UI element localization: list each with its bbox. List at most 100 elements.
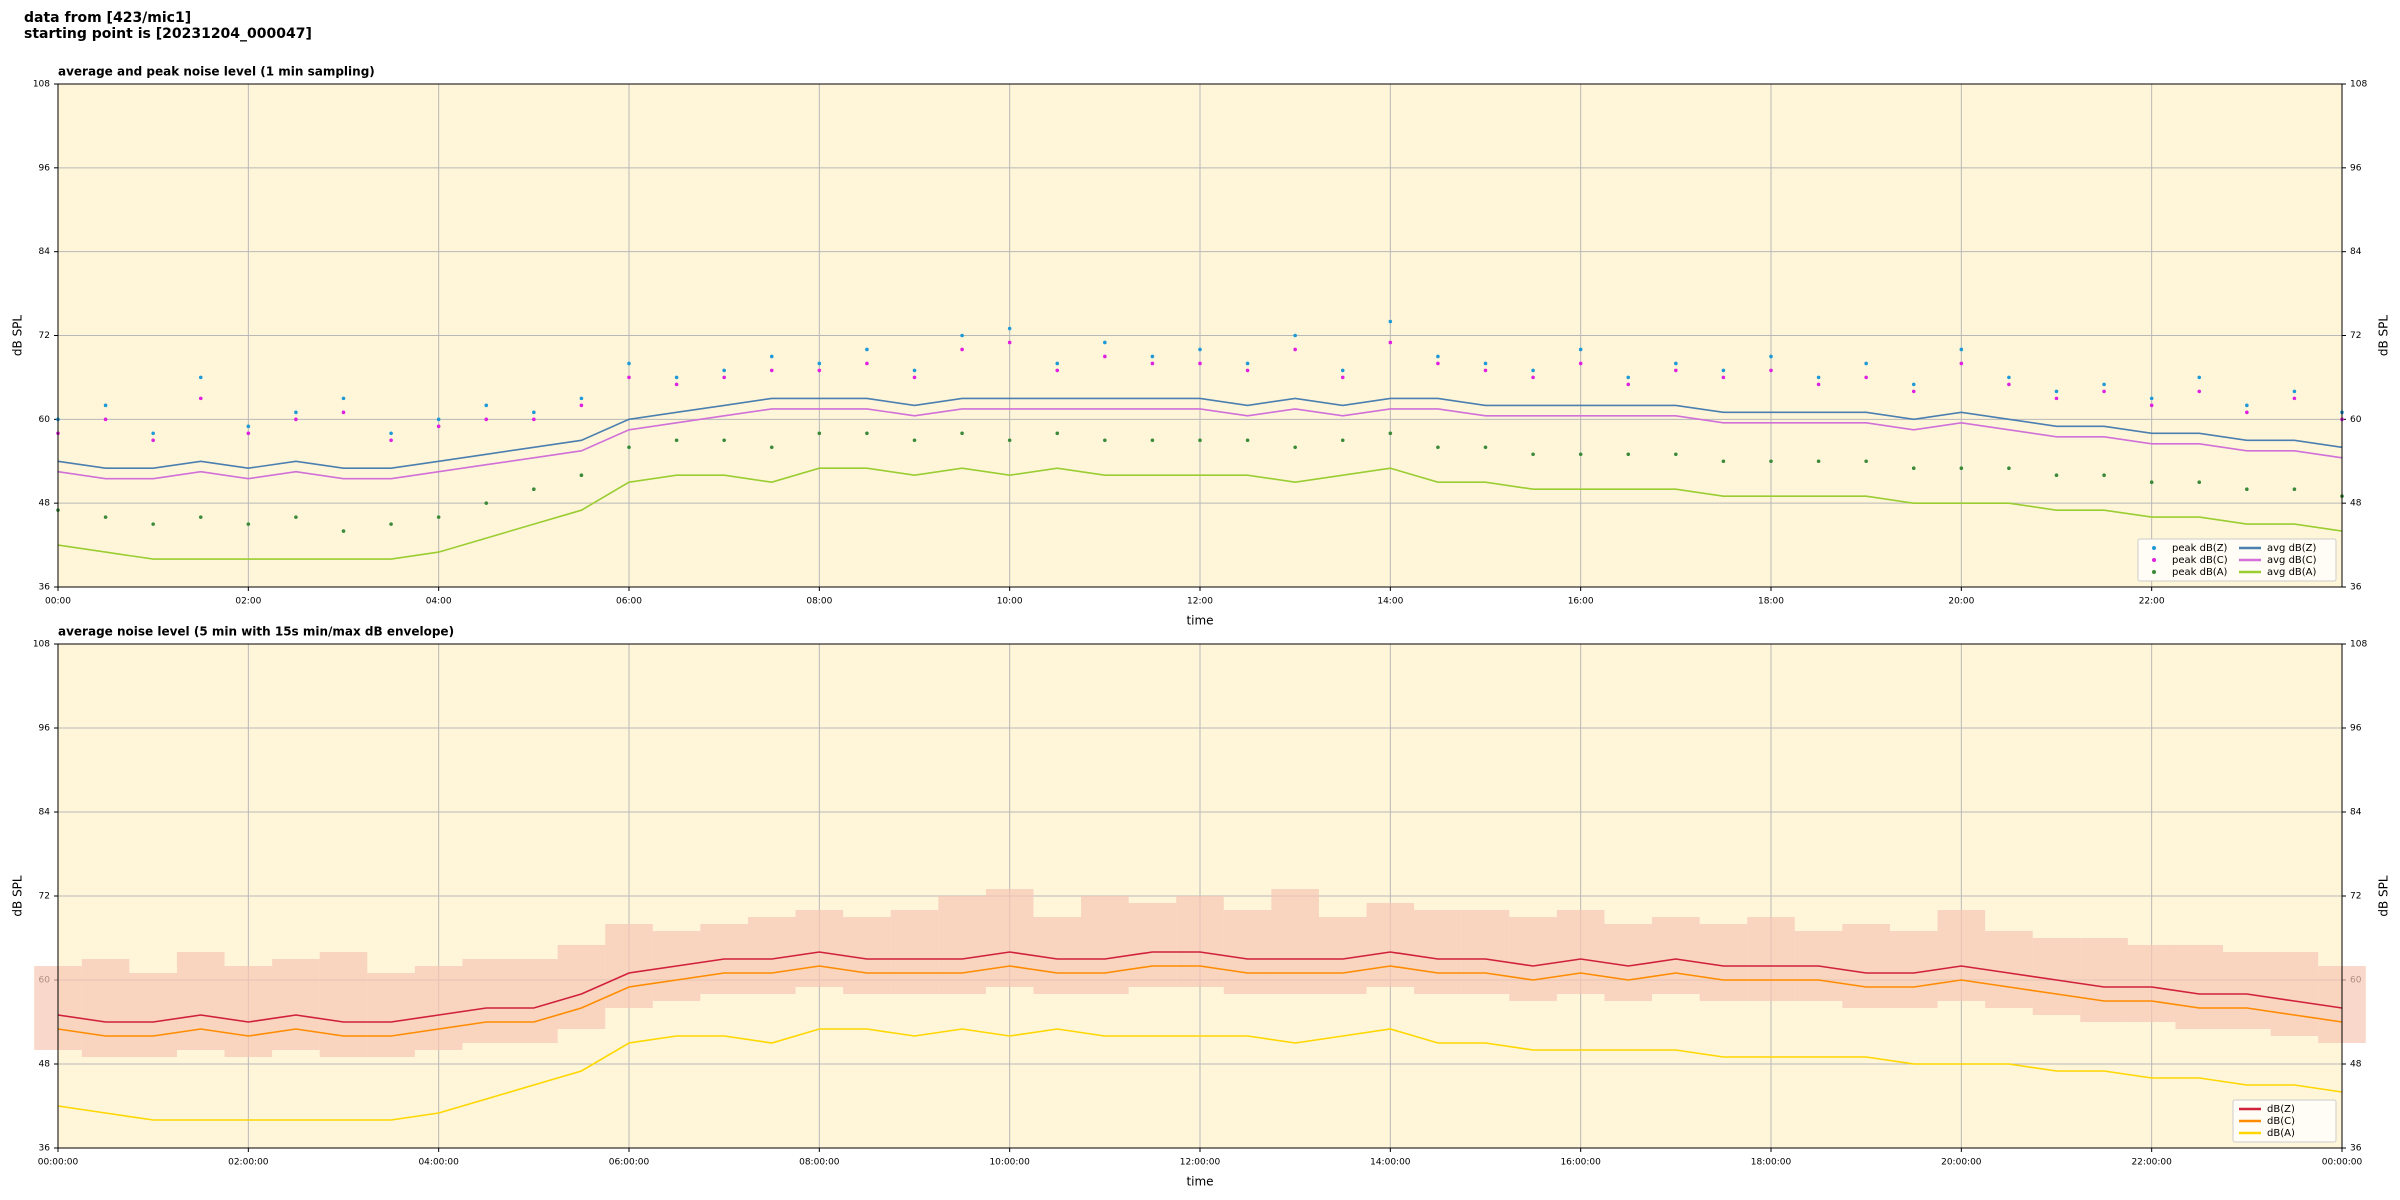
x-tick-label: 18:00 bbox=[1758, 597, 1784, 607]
peak-dot bbox=[2245, 410, 2249, 415]
peak-dot bbox=[817, 361, 822, 366]
peak-dot bbox=[1388, 319, 1393, 324]
y-tick-label: 36 bbox=[2350, 583, 2362, 593]
x-tick-label: 06:00 bbox=[616, 597, 642, 607]
y-tick-label: 48 bbox=[2350, 499, 2362, 509]
peak-dot bbox=[1959, 466, 1964, 471]
peak-dot bbox=[1578, 452, 1583, 457]
peak-dot bbox=[103, 417, 108, 422]
series-line bbox=[57, 965, 2343, 1037]
peak-dot bbox=[1055, 361, 1060, 366]
peak-dot bbox=[151, 522, 155, 526]
y-axis-label: dB SPL bbox=[11, 315, 25, 357]
x-tick-label: 00:00:00 bbox=[2322, 1158, 2363, 1168]
y-tick-label: 96 bbox=[39, 163, 51, 173]
y-tick-label: 96 bbox=[2350, 163, 2362, 173]
envelope-band bbox=[1509, 917, 1557, 1001]
y-tick-label: 72 bbox=[39, 331, 50, 341]
peak-dot bbox=[2007, 375, 2011, 380]
legend-label: peak dB(Z) bbox=[2172, 543, 2228, 554]
peak-dot bbox=[769, 354, 774, 359]
envelope-band bbox=[1128, 903, 1177, 987]
peak-dot bbox=[674, 375, 679, 380]
x-tick-label: 04:00 bbox=[426, 597, 452, 607]
peak-dot bbox=[1626, 382, 1631, 387]
peak-dot bbox=[2149, 403, 2154, 408]
peak-dot bbox=[1626, 375, 1631, 380]
peak-dot bbox=[722, 368, 726, 373]
peak-dot bbox=[436, 417, 441, 422]
y-tick-label: 36 bbox=[39, 583, 51, 593]
peak-dot bbox=[1150, 438, 1155, 443]
peak-dot bbox=[103, 403, 108, 408]
peak-dot bbox=[1578, 347, 1583, 352]
x-tick-label: 04:00:00 bbox=[418, 1158, 459, 1168]
peak-dot bbox=[1816, 459, 1821, 464]
envelope-band bbox=[272, 959, 320, 1050]
peak-dot bbox=[198, 515, 203, 519]
peak-dot bbox=[1293, 347, 1297, 352]
envelope-band bbox=[81, 959, 130, 1057]
envelope-band bbox=[1176, 896, 1224, 987]
series-line bbox=[57, 1028, 2343, 1121]
y-tick-label: 108 bbox=[33, 80, 50, 90]
x-tick-label: 18:00:00 bbox=[1751, 1158, 1792, 1168]
peak-dot bbox=[1198, 361, 1202, 366]
y-tick-label: 48 bbox=[39, 499, 51, 509]
peak-dot bbox=[1721, 375, 1726, 380]
x-tick-label: 20:00 bbox=[1948, 597, 1974, 607]
envelope-band bbox=[890, 910, 939, 994]
envelope-band bbox=[1937, 910, 1986, 1001]
envelope-band bbox=[1842, 924, 1890, 1008]
peak-dot bbox=[627, 361, 631, 366]
plot-frame bbox=[57, 643, 2343, 1149]
legend-label: avg dB(A) bbox=[2267, 567, 2317, 578]
peak-dot bbox=[294, 417, 298, 422]
y-tick-label: 36 bbox=[2350, 1144, 2362, 1154]
peak-dot bbox=[246, 522, 251, 526]
peak-dot bbox=[1531, 452, 1535, 457]
peak-dot bbox=[1959, 361, 1964, 366]
legend-label: dB(C) bbox=[2267, 1116, 2295, 1127]
envelope-band bbox=[1652, 917, 1700, 994]
peak-dot bbox=[1816, 375, 1821, 380]
peak-dot bbox=[2149, 480, 2154, 485]
peak-dot bbox=[2245, 403, 2249, 408]
series-line bbox=[57, 397, 2343, 470]
peak-dot bbox=[484, 403, 489, 408]
x-tick-label: 08:00:00 bbox=[799, 1158, 840, 1168]
peak-dot bbox=[1436, 361, 1440, 366]
x-tick-label: 16:00:00 bbox=[1560, 1158, 1601, 1168]
peak-dot bbox=[1721, 459, 1726, 464]
peak-dot bbox=[1388, 340, 1393, 345]
peak-dot bbox=[2054, 473, 2059, 478]
peak-dot bbox=[198, 375, 203, 380]
peak-dot bbox=[1531, 375, 1535, 380]
plot-frame bbox=[57, 83, 2343, 588]
peak-dot bbox=[198, 396, 203, 401]
y-tick-label: 72 bbox=[2350, 331, 2361, 341]
envelope-band bbox=[2270, 952, 2319, 1036]
peak-dot bbox=[1674, 361, 1678, 366]
peak-dot bbox=[579, 396, 584, 401]
peak-dot bbox=[341, 396, 346, 401]
peak-dot bbox=[389, 522, 393, 526]
peak-dot bbox=[579, 473, 584, 478]
envelope-band bbox=[1699, 924, 1748, 1001]
x-axis-label: time bbox=[1186, 1175, 1213, 1189]
envelope-band bbox=[1604, 924, 1653, 1001]
peak-dot bbox=[2054, 389, 2059, 394]
peak-dot bbox=[1674, 368, 1678, 373]
peak-dot bbox=[436, 424, 441, 429]
y-tick-label: 84 bbox=[39, 808, 51, 818]
peak-dot bbox=[1293, 333, 1297, 338]
peak-dot bbox=[1245, 361, 1250, 366]
y-tick-label: 96 bbox=[2350, 724, 2362, 734]
peak-dot bbox=[627, 445, 631, 450]
peak-dot bbox=[294, 410, 298, 415]
legend-label: peak dB(A) bbox=[2172, 567, 2228, 578]
peak-dot bbox=[1340, 438, 1345, 443]
x-tick-label: 00:00 bbox=[45, 597, 71, 607]
x-tick-label: 02:00 bbox=[235, 597, 261, 607]
